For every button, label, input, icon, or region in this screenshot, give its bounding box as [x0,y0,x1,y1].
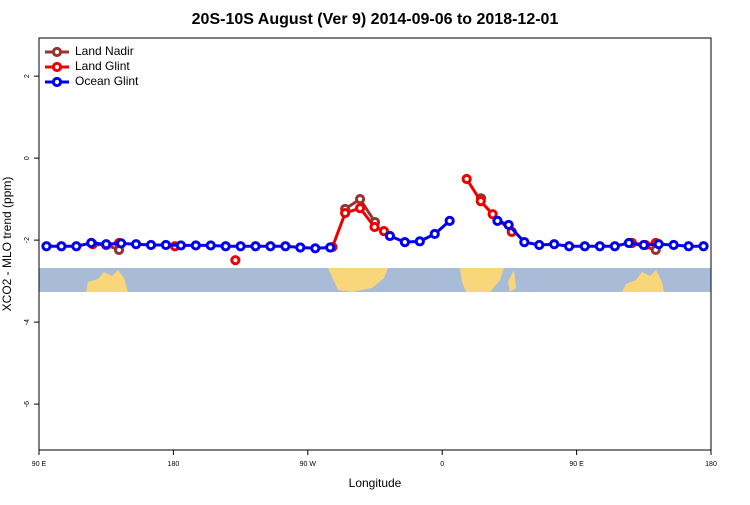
y-tick-label: -6 [24,401,31,407]
data-point [564,241,575,252]
data-point [235,241,246,252]
data-point [354,194,366,205]
data-point [519,237,530,248]
plot-frame [38,37,712,451]
data-point [56,241,67,252]
data-point [668,239,679,251]
x-tick-label: 180 [705,461,717,468]
data-point [623,237,634,249]
data-point [160,239,172,251]
x-tick-label: 90 E [569,461,584,468]
data-point [175,240,186,251]
data-point [340,207,351,219]
legend-label: Land Nadir [75,44,134,58]
data-point [230,255,241,266]
data-point [220,241,231,252]
data-point [698,241,709,252]
y-tick-label: -2 [24,237,31,243]
data-point [534,239,545,251]
data-point [325,242,336,253]
data-point [683,241,694,252]
data-point [638,239,649,251]
legend-marker [51,76,63,88]
y-axis-label: XCO2 - MLO trend (ppm) [0,177,14,312]
data-point [310,243,321,254]
data-point [41,241,52,252]
legend-marker [51,61,63,73]
data-point [429,228,440,240]
x-axis-label: Longitude [349,476,402,490]
y-tick-label: 2 [24,74,31,78]
series-line [92,178,657,248]
x-tick-label: 0 [440,461,444,468]
data-point [250,241,261,252]
y-tick-label: -4 [24,319,31,325]
data-point [86,237,97,249]
data-point [190,240,201,251]
x-tick-label: 90 W [300,461,317,468]
data-point [492,215,503,226]
data-point [265,241,276,252]
data-point [487,209,498,220]
data-point [71,241,82,252]
data-point [594,241,605,252]
data-point [549,239,560,250]
x-tick-label: 180 [168,461,180,468]
map-strip [39,268,711,292]
data-point [369,221,380,233]
data-point [295,242,306,253]
data-point [101,239,112,250]
legend-label: Ocean Glint [75,74,139,88]
legend-marker [51,46,63,58]
data-point [475,196,486,207]
data-point [461,173,472,185]
data-point [579,241,590,252]
data-point [280,241,291,252]
y-tick-label: 0 [24,156,31,160]
data-point [609,241,620,252]
data-point [378,225,390,237]
x-tick-label: 90 E [32,461,47,468]
data-point [384,230,396,242]
chart-title: 20S-10S August (Ver 9) 2014-09-06 to 201… [192,11,559,28]
data-point [354,203,366,214]
data-point [414,236,425,247]
data-point [116,238,127,249]
data-point [444,215,455,226]
data-point [145,239,157,251]
data-point [503,219,514,231]
data-point [205,240,216,251]
legend-label: Land Glint [75,59,130,73]
data-point [399,237,410,248]
data-point [130,239,142,250]
data-point [653,239,664,250]
